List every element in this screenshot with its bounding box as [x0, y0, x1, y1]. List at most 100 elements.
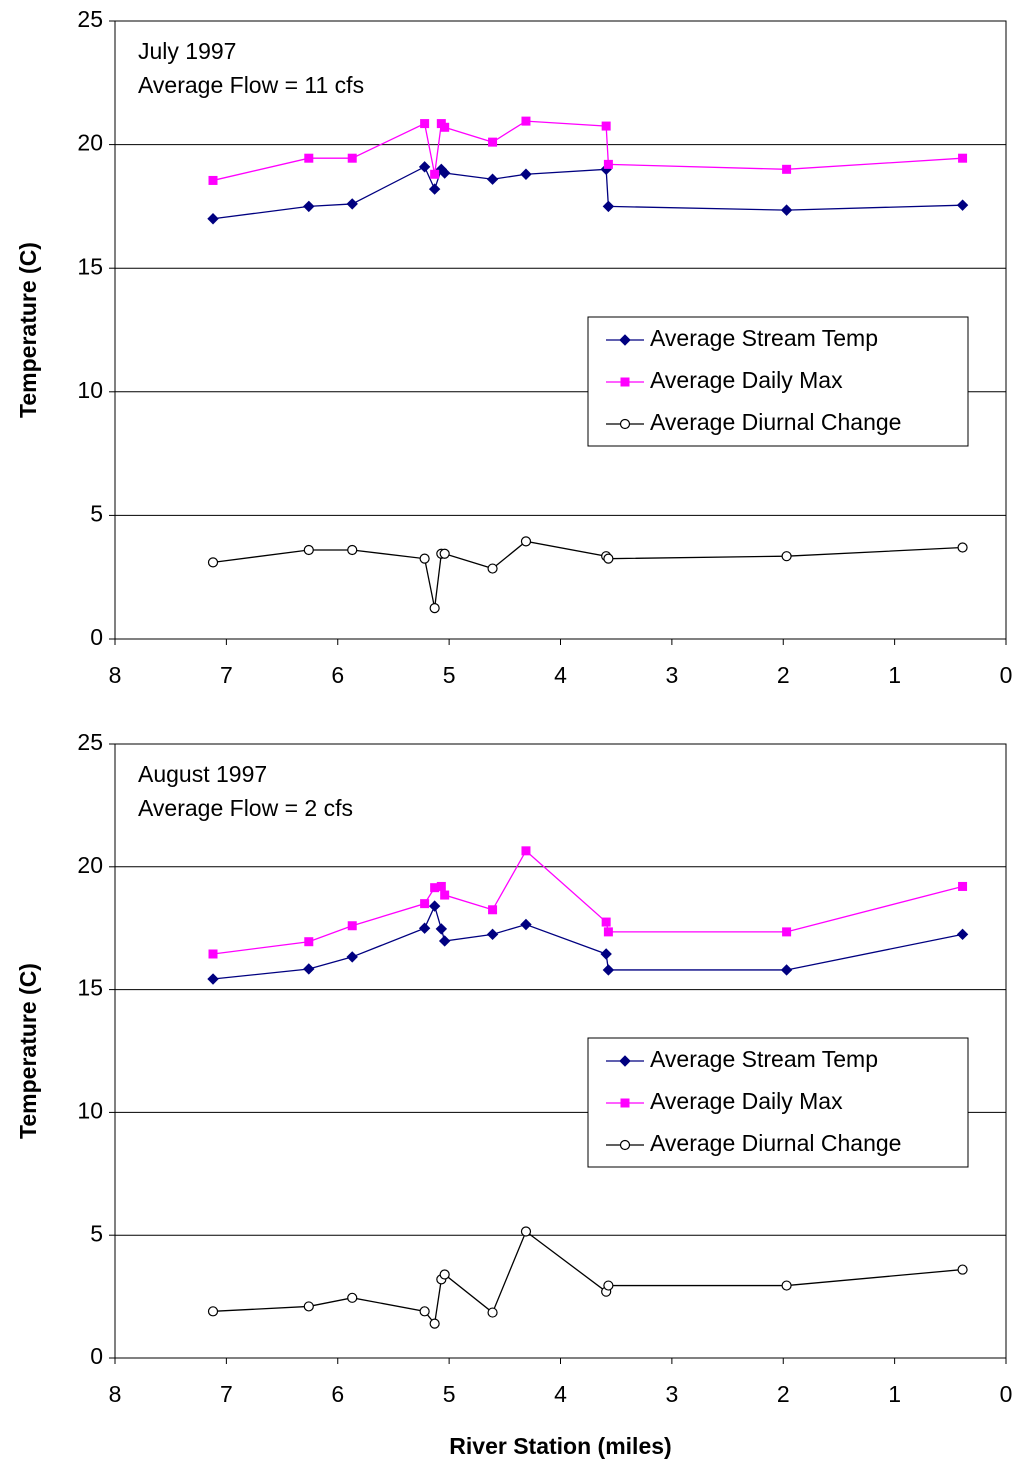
marker: [958, 153, 968, 163]
x-tick-label: 1: [888, 1381, 901, 1407]
marker: [619, 334, 631, 346]
x-tick-label: 0: [1000, 1381, 1013, 1407]
marker: [430, 169, 440, 179]
marker: [603, 553, 614, 564]
marker: [207, 973, 219, 985]
marker: [303, 200, 315, 213]
series-line: [212, 1230, 963, 1326]
x-tick-label: 7: [220, 1381, 233, 1407]
x-tick-label: 1: [888, 662, 901, 688]
marker: [781, 1280, 792, 1291]
marker: [603, 927, 613, 937]
marker: [418, 161, 431, 173]
x-tick-label: 2: [777, 1381, 790, 1407]
legend-label: Average Diurnal Change: [650, 1130, 901, 1156]
marker: [520, 1226, 532, 1237]
marker: [439, 548, 450, 559]
marker: [347, 921, 357, 931]
y-tick-label: 15: [77, 253, 103, 279]
x-tick-label: 3: [665, 1381, 678, 1407]
marker: [780, 964, 793, 976]
x-tick-label: 5: [443, 1381, 456, 1407]
marker: [208, 949, 218, 959]
marker: [440, 122, 450, 132]
x-tick-label: 0: [1000, 662, 1013, 688]
marker: [620, 1098, 630, 1108]
marker: [420, 899, 430, 909]
marker: [619, 1139, 631, 1151]
x-tick-label: 8: [109, 662, 122, 688]
y-tick-label: 5: [90, 500, 103, 526]
marker: [420, 119, 430, 129]
marker: [601, 121, 611, 131]
annotation: Average Flow = 2 cfs: [138, 795, 353, 821]
marker: [619, 1055, 631, 1067]
marker: [346, 951, 358, 963]
y-tick-label: 15: [77, 975, 103, 1001]
marker: [601, 917, 611, 927]
legend-label: Average Stream Temp: [650, 1046, 878, 1072]
annotation: July 1997: [138, 38, 236, 64]
marker: [782, 164, 792, 174]
annotation: August 1997: [138, 761, 267, 787]
x-tick-label: 4: [554, 662, 567, 688]
marker: [440, 890, 450, 900]
marker: [957, 1264, 968, 1275]
y-axis-label: Temperature (C): [15, 963, 41, 1139]
marker: [956, 199, 969, 211]
marker: [956, 928, 969, 941]
marker: [346, 198, 358, 210]
marker: [488, 137, 498, 147]
marker: [438, 167, 451, 179]
y-tick-label: 10: [77, 377, 103, 403]
x-tick-label: 5: [443, 662, 456, 688]
marker: [303, 963, 315, 975]
marker: [428, 900, 441, 912]
marker: [438, 935, 451, 947]
marker: [347, 1292, 358, 1303]
y-tick-label: 25: [77, 729, 103, 755]
legend-label: Average Daily Max: [650, 367, 843, 393]
marker: [602, 200, 615, 213]
marker: [303, 1301, 314, 1312]
marker: [429, 1318, 440, 1329]
marker: [304, 937, 314, 947]
legend-box: [587, 316, 969, 447]
marker: [436, 881, 446, 891]
x-tick-label: 7: [220, 662, 233, 688]
marker: [207, 1306, 219, 1317]
legend-label: Average Stream Temp: [650, 325, 878, 351]
marker: [520, 168, 532, 180]
marker: [419, 553, 430, 564]
marker: [435, 923, 448, 935]
x-tick-label: 6: [331, 662, 344, 688]
marker: [520, 918, 532, 931]
legend-label: Average Daily Max: [650, 1088, 843, 1114]
marker: [619, 418, 631, 430]
marker: [521, 116, 531, 126]
marker: [428, 183, 441, 195]
marker: [957, 542, 968, 553]
marker: [487, 563, 498, 574]
marker: [782, 927, 792, 937]
annotation: Average Flow = 11 cfs: [138, 72, 364, 98]
marker: [603, 159, 613, 169]
series-line: [212, 120, 963, 182]
y-tick-label: 5: [90, 1220, 103, 1246]
legend-box: [587, 1037, 969, 1168]
x-tick-label: 4: [554, 1381, 567, 1407]
marker: [602, 964, 615, 976]
marker: [208, 175, 218, 185]
legend-label: Average Diurnal Change: [650, 409, 901, 435]
x-tick-label: 8: [109, 1381, 122, 1407]
x-axis-label: River Station (miles): [449, 1433, 671, 1459]
marker: [207, 557, 219, 568]
marker: [430, 883, 440, 893]
marker: [488, 905, 498, 915]
marker: [600, 948, 612, 960]
y-tick-label: 25: [77, 6, 103, 32]
series-line: [212, 165, 963, 220]
marker: [207, 213, 219, 225]
marker: [486, 928, 499, 941]
